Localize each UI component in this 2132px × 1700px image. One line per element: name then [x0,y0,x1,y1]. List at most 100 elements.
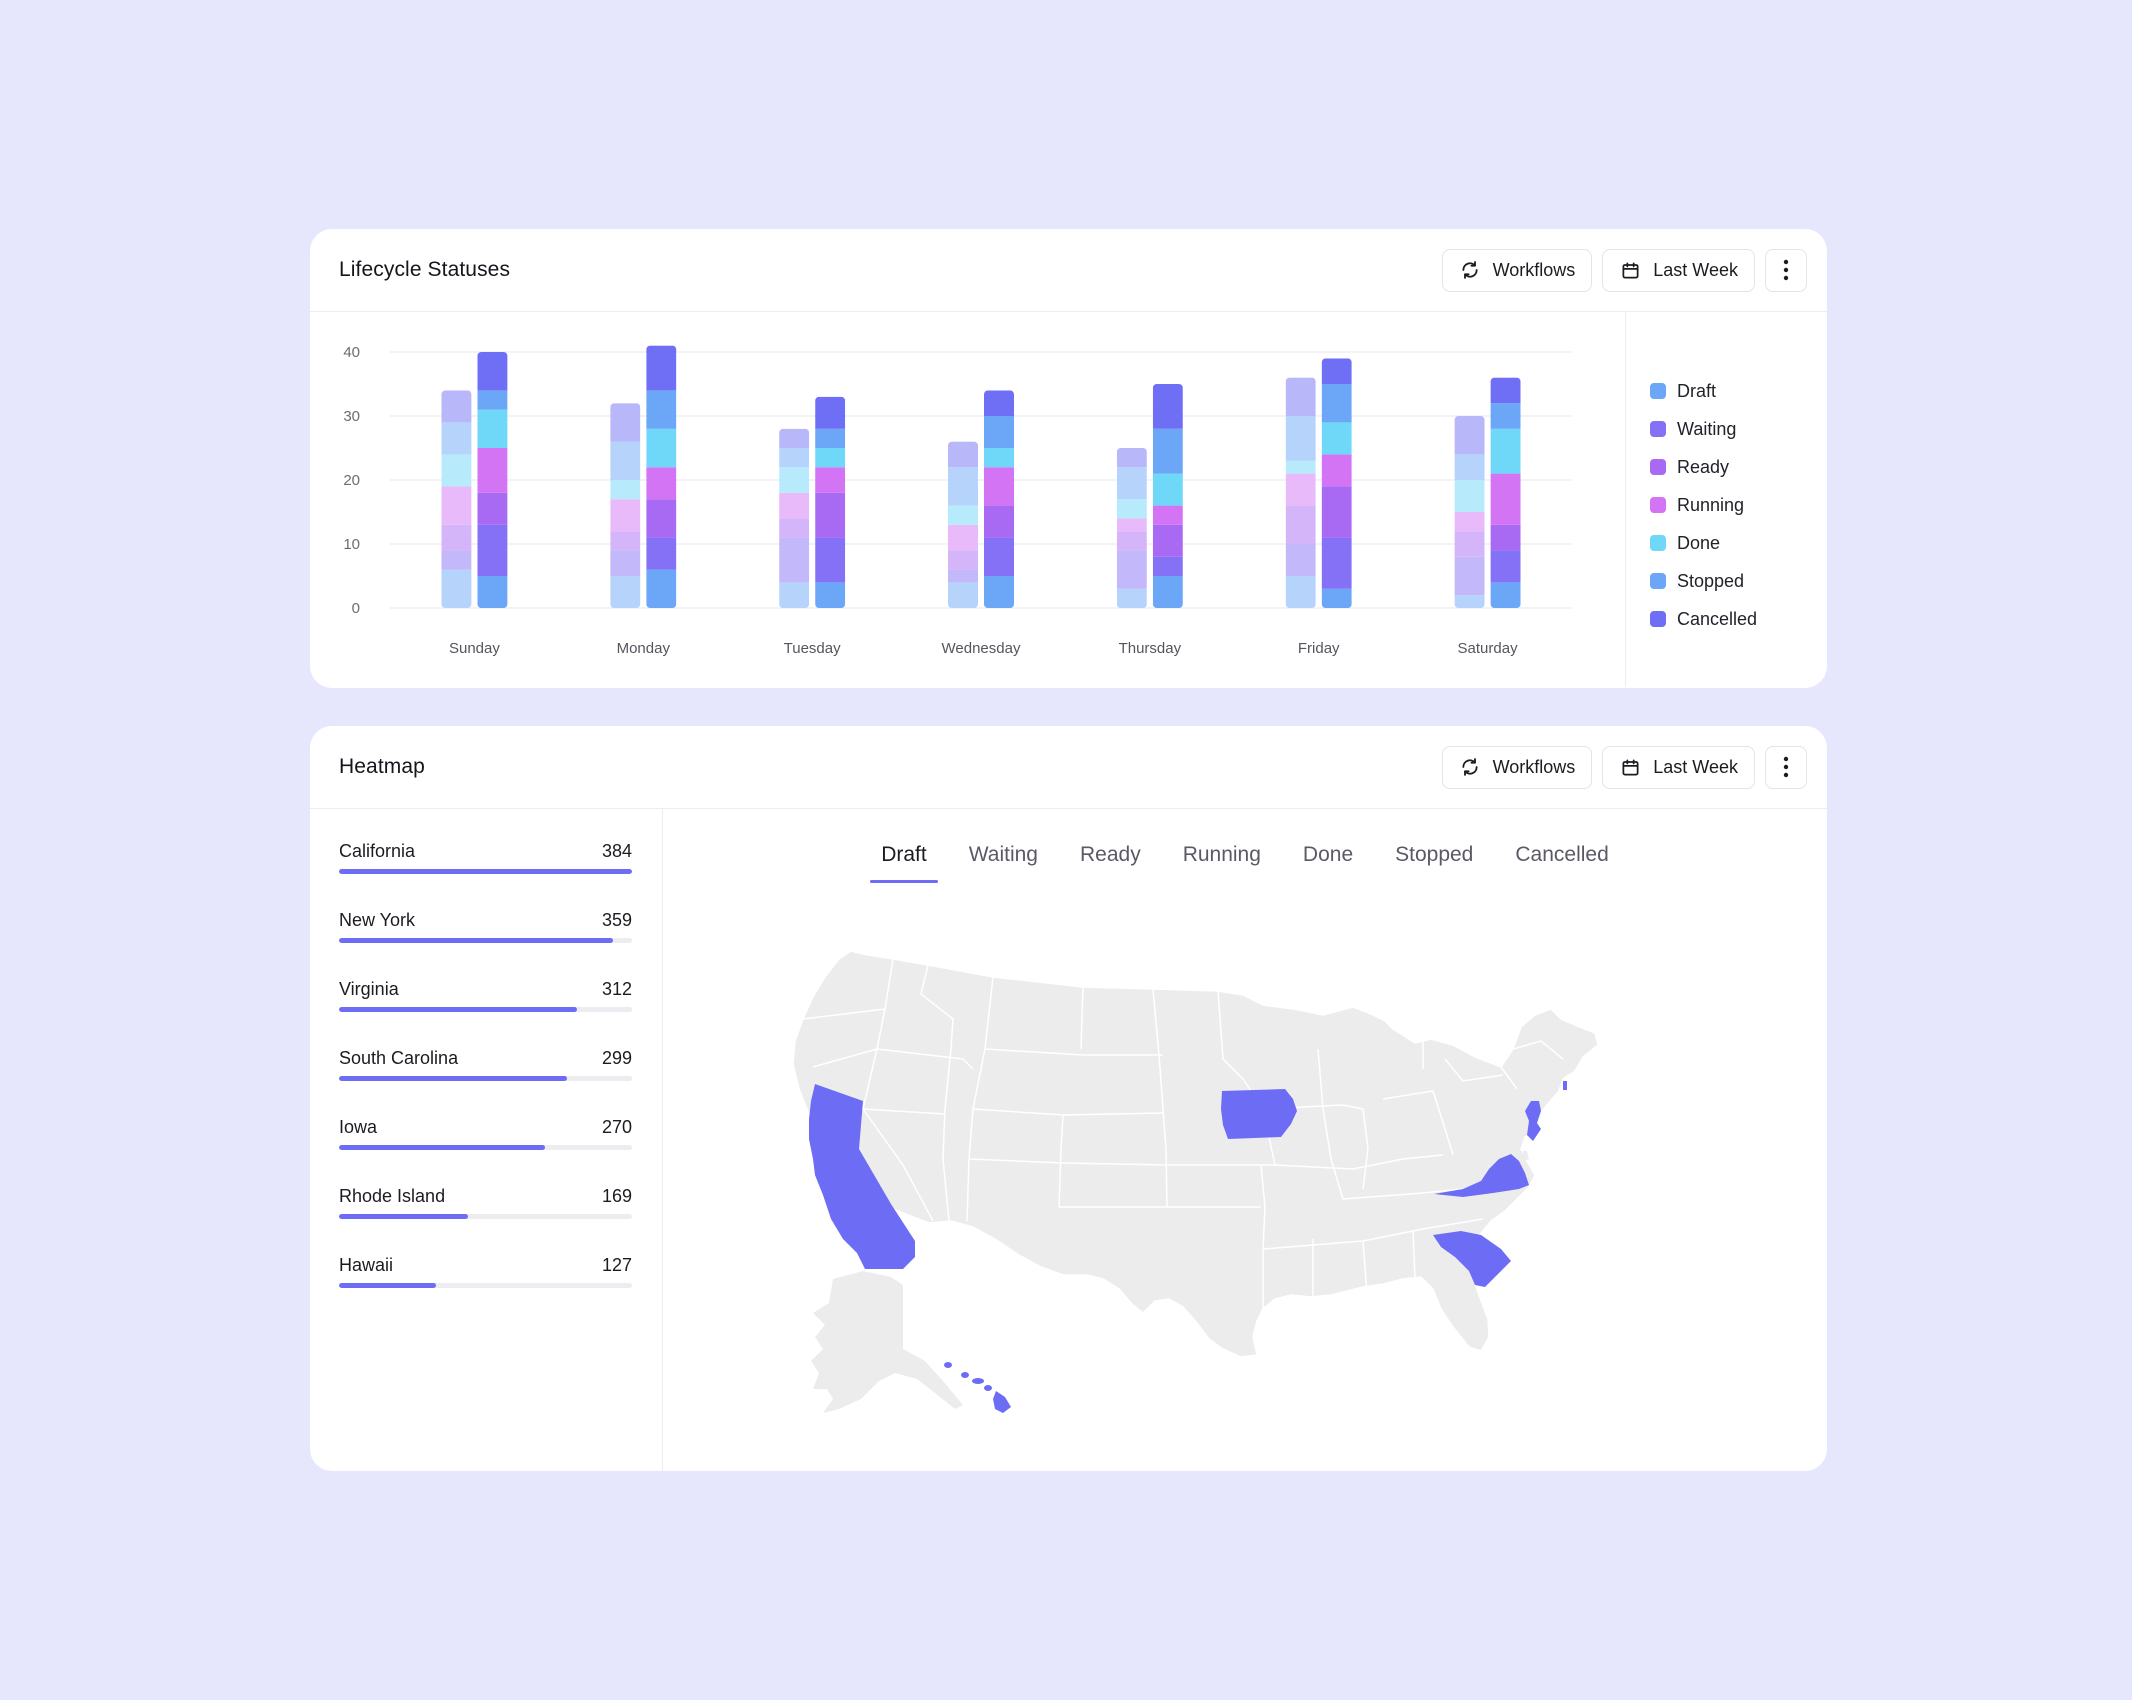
bar-segment-waiting[interactable] [1454,556,1485,596]
bar-segment-cancelled[interactable] [1454,416,1485,455]
bar-segment-waiting[interactable] [1285,544,1316,576]
bar-segment-draft[interactable] [948,582,978,608]
bar-segment-done[interactable] [815,448,846,468]
bar-segment-cancelled[interactable] [1152,384,1183,429]
bar-stack-monday-current[interactable] [646,345,677,608]
bar-segment-waiting[interactable] [1490,550,1521,583]
bar-segment-stopped[interactable] [1152,428,1183,474]
bar-segment-waiting[interactable] [1152,556,1183,576]
bar-segment-cancelled[interactable] [948,441,978,468]
bar-segment-done[interactable] [1116,499,1147,519]
bar-segment-waiting[interactable] [779,537,810,583]
bar-segment-draft[interactable] [1490,582,1521,608]
bar-segment-stopped[interactable] [948,467,978,506]
state-row[interactable]: California 384 [339,841,632,910]
bar-segment-stopped[interactable] [477,390,508,410]
heatmap-workflows-button[interactable]: Workflows [1441,745,1593,789]
state-row[interactable]: Hawaii 127 [339,1255,632,1324]
bar-segment-done[interactable] [984,448,1014,468]
bar-segment-waiting[interactable] [948,569,978,583]
bar-stack-tuesday-current[interactable] [815,396,846,608]
bar-segment-done[interactable] [1285,460,1316,474]
bar-segment-waiting[interactable] [441,550,472,570]
bar-segment-cancelled[interactable] [1321,358,1352,384]
bar-segment-ready[interactable] [984,505,1014,538]
bar-segment-ready[interactable] [1285,505,1316,544]
bar-segment-draft[interactable] [815,582,846,608]
bar-segment-ready[interactable] [477,492,508,525]
state-row[interactable]: Iowa 270 [339,1117,632,1186]
bar-segment-ready[interactable] [441,524,472,551]
bar-segment-waiting[interactable] [815,537,846,583]
bar-segment-draft[interactable] [984,576,1014,608]
bar-segment-waiting[interactable] [646,537,677,570]
bar-segment-waiting[interactable] [1116,550,1147,589]
bar-stack-thursday-previous[interactable] [1116,448,1147,608]
bar-segment-draft[interactable] [477,576,508,608]
bar-segment-running[interactable] [984,467,1014,506]
bar-segment-stopped[interactable] [1454,454,1485,480]
bar-segment-cancelled[interactable] [1490,377,1521,404]
state-row[interactable]: South Carolina 299 [339,1048,632,1117]
bar-segment-cancelled[interactable] [1116,448,1147,468]
bar-segment-stopped[interactable] [779,448,810,468]
bar-segment-running[interactable] [1321,454,1352,487]
bar-segment-stopped[interactable] [1116,467,1147,500]
tab-cancelled[interactable]: Cancelled [1515,843,1609,866]
bar-segment-stopped[interactable] [610,441,641,480]
bar-stack-monday-previous[interactable] [610,403,641,608]
state-row[interactable]: Virginia 312 [339,979,632,1048]
legend-item-stopped[interactable]: Stopped [1650,562,1827,600]
bar-stack-thursday-current[interactable] [1152,384,1183,608]
bar-segment-done[interactable] [1454,480,1485,512]
bar-segment-running[interactable] [779,492,810,519]
bar-segment-waiting[interactable] [1321,537,1352,589]
legend-item-draft[interactable]: Draft [1650,372,1827,410]
tab-draft[interactable]: Draft [860,843,948,883]
bar-segment-draft[interactable] [1116,588,1147,608]
bar-segment-ready[interactable] [1490,524,1521,551]
bar-stack-saturday-previous[interactable] [1454,416,1485,608]
bar-stack-wednesday-current[interactable] [984,390,1014,608]
bar-segment-ready[interactable] [1321,486,1352,538]
bar-stack-friday-current[interactable] [1321,358,1352,608]
bar-segment-draft[interactable] [779,582,810,608]
bar-segment-ready[interactable] [646,499,677,538]
bar-segment-ready[interactable] [610,531,641,551]
bar-segment-cancelled[interactable] [441,390,472,423]
bar-segment-running[interactable] [1285,473,1316,506]
legend-item-cancelled[interactable]: Cancelled [1650,600,1827,638]
bar-stack-tuesday-previous[interactable] [779,428,810,608]
bar-segment-waiting[interactable] [477,524,508,576]
legend-item-waiting[interactable]: Waiting [1650,410,1827,448]
bar-segment-draft[interactable] [1454,595,1485,608]
bar-segment-stopped[interactable] [1490,403,1521,429]
legend-item-ready[interactable]: Ready [1650,448,1827,486]
bar-segment-draft[interactable] [1321,588,1352,608]
legend-item-done[interactable]: Done [1650,524,1827,562]
bar-segment-done[interactable] [779,467,810,493]
tab-stopped[interactable]: Stopped [1395,843,1474,866]
bar-segment-stopped[interactable] [984,416,1014,448]
bar-segment-ready[interactable] [779,518,810,538]
bar-segment-stopped[interactable] [1285,416,1316,461]
bar-segment-draft[interactable] [1285,576,1316,608]
bar-segment-running[interactable] [1152,505,1183,525]
bar-segment-cancelled[interactable] [984,390,1014,416]
more-options-button[interactable] [1765,248,1807,292]
heatmap-period-button[interactable]: Last Week [1602,745,1755,789]
tab-waiting[interactable]: Waiting [968,843,1038,866]
heatmap-more-options-button[interactable] [1765,745,1807,789]
bar-segment-stopped[interactable] [646,390,677,429]
bar-segment-running[interactable] [815,467,846,493]
bar-segment-running[interactable] [948,524,978,551]
bar-segment-ready[interactable] [1116,531,1147,551]
workflows-button[interactable]: Workflows [1441,248,1593,292]
bar-segment-done[interactable] [1490,428,1521,474]
bar-segment-cancelled[interactable] [646,345,677,391]
bar-segment-ready[interactable] [1152,524,1183,557]
state-row[interactable]: Rhode Island 169 [339,1186,632,1255]
tab-ready[interactable]: Ready [1079,843,1141,866]
bar-segment-cancelled[interactable] [477,352,508,391]
bar-segment-cancelled[interactable] [779,428,810,448]
